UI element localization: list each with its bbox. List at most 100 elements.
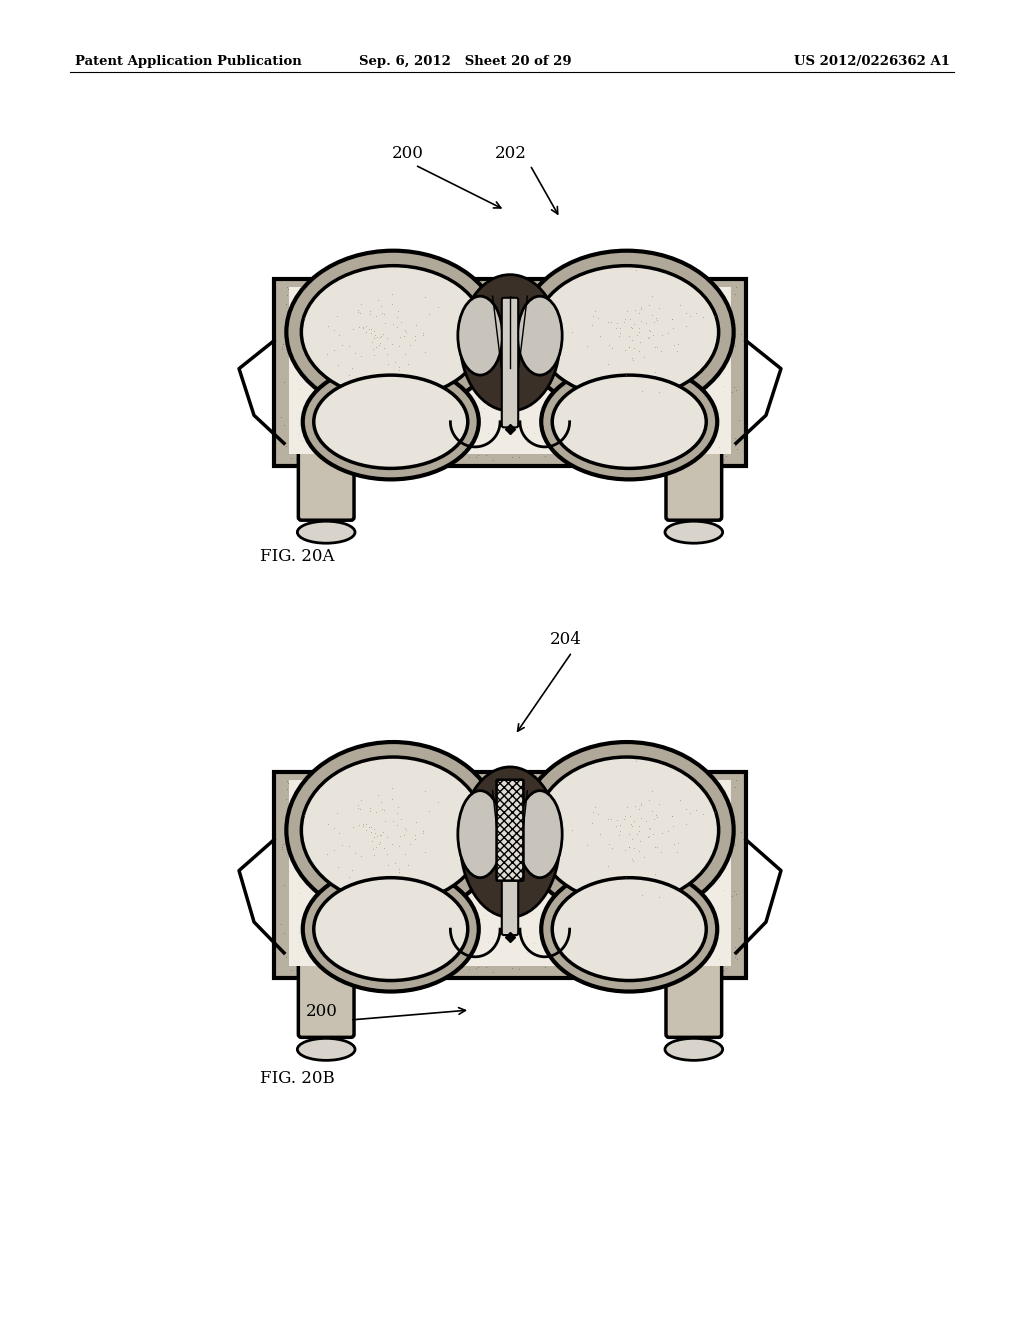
Point <box>292 828 308 849</box>
Point <box>309 355 326 376</box>
Point <box>690 936 707 957</box>
Point <box>397 321 414 342</box>
Point <box>516 772 532 793</box>
Point <box>712 334 728 355</box>
Point <box>374 302 390 323</box>
Point <box>381 286 397 308</box>
Point <box>726 376 742 397</box>
Point <box>454 795 470 816</box>
Point <box>597 772 613 793</box>
Point <box>335 917 351 939</box>
Point <box>683 954 699 975</box>
Point <box>321 400 337 421</box>
Point <box>415 916 431 937</box>
Point <box>600 300 616 321</box>
Point <box>474 803 490 824</box>
Point <box>684 302 700 323</box>
Point <box>641 364 657 385</box>
Text: 200: 200 <box>306 1003 338 1020</box>
Point <box>569 445 586 466</box>
Point <box>631 820 647 841</box>
Point <box>565 286 582 308</box>
Point <box>332 321 348 342</box>
Point <box>305 408 322 429</box>
Point <box>347 342 364 363</box>
Point <box>608 814 625 836</box>
Point <box>627 832 643 853</box>
Point <box>727 810 743 832</box>
Point <box>388 843 404 865</box>
Point <box>458 845 474 866</box>
Point <box>304 841 321 862</box>
Point <box>312 430 329 451</box>
Point <box>546 438 562 459</box>
Point <box>606 275 623 296</box>
Point <box>437 315 454 337</box>
Point <box>311 385 328 407</box>
Point <box>660 397 677 418</box>
Point <box>556 276 572 297</box>
Point <box>621 337 637 358</box>
Point <box>517 871 534 892</box>
Point <box>311 954 328 975</box>
Point <box>706 792 722 813</box>
Point <box>284 376 300 397</box>
Point <box>406 391 422 412</box>
Point <box>369 830 385 851</box>
Point <box>595 850 611 871</box>
Point <box>582 861 598 882</box>
Point <box>383 948 399 969</box>
Point <box>690 845 707 866</box>
Point <box>525 339 542 360</box>
Point <box>698 797 715 818</box>
Point <box>330 857 346 878</box>
Point <box>369 288 385 309</box>
Point <box>705 440 721 461</box>
Point <box>353 789 370 810</box>
Point <box>401 828 418 849</box>
FancyBboxPatch shape <box>274 279 745 466</box>
Point <box>383 326 399 347</box>
Point <box>470 441 486 462</box>
Point <box>415 945 431 966</box>
Point <box>584 936 600 957</box>
Point <box>593 895 609 916</box>
Point <box>720 793 736 814</box>
Point <box>376 304 392 325</box>
Point <box>520 789 537 810</box>
Point <box>551 941 567 962</box>
Point <box>636 424 652 445</box>
Point <box>670 833 686 854</box>
Point <box>369 781 385 803</box>
Point <box>646 863 663 884</box>
Point <box>672 294 688 315</box>
Point <box>442 797 459 818</box>
Point <box>618 843 635 865</box>
Point <box>613 432 630 453</box>
Point <box>691 780 708 801</box>
Point <box>386 809 402 830</box>
Point <box>604 289 621 310</box>
Point <box>712 405 728 426</box>
Point <box>504 957 520 978</box>
Point <box>481 857 498 878</box>
Point <box>542 789 558 810</box>
Point <box>416 323 432 345</box>
Point <box>315 323 332 345</box>
Point <box>600 326 616 347</box>
Point <box>640 887 656 908</box>
Point <box>699 890 716 911</box>
Point <box>642 321 658 342</box>
Point <box>418 787 434 808</box>
Point <box>418 787 434 808</box>
Point <box>368 305 384 326</box>
Point <box>551 896 567 917</box>
Point <box>433 818 450 840</box>
Point <box>716 376 732 397</box>
Point <box>487 391 504 412</box>
Point <box>397 310 414 331</box>
Point <box>569 956 586 977</box>
Point <box>650 367 667 388</box>
Point <box>400 920 417 941</box>
Point <box>407 906 423 927</box>
